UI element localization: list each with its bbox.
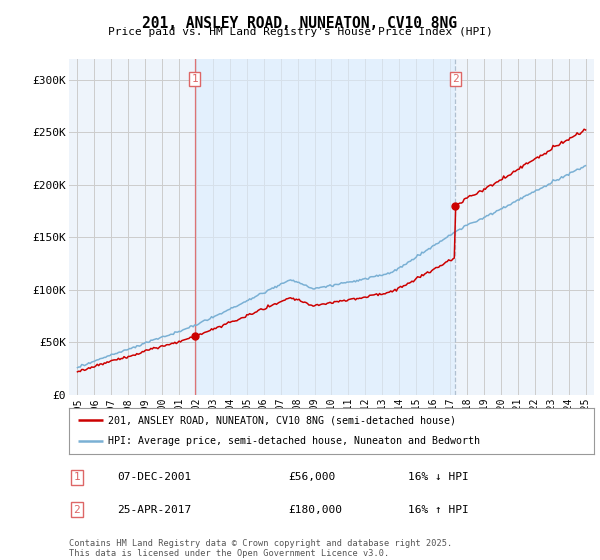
- Text: £56,000: £56,000: [288, 472, 335, 482]
- Bar: [194, 59, 455, 395]
- Text: Contains HM Land Registry data © Crown copyright and database right 2025.
This d: Contains HM Land Registry data © Crown c…: [69, 539, 452, 558]
- Text: 16% ↓ HPI: 16% ↓ HPI: [408, 472, 469, 482]
- Text: 07-DEC-2001: 07-DEC-2001: [117, 472, 191, 482]
- Text: 201, ANSLEY ROAD, NUNEATON, CV10 8NG: 201, ANSLEY ROAD, NUNEATON, CV10 8NG: [143, 16, 458, 31]
- Text: 2: 2: [452, 74, 459, 84]
- Text: Price paid vs. HM Land Registry's House Price Index (HPI): Price paid vs. HM Land Registry's House …: [107, 27, 493, 37]
- Text: 2: 2: [73, 505, 80, 515]
- Text: 16% ↑ HPI: 16% ↑ HPI: [408, 505, 469, 515]
- Text: 201, ANSLEY ROAD, NUNEATON, CV10 8NG (semi-detached house): 201, ANSLEY ROAD, NUNEATON, CV10 8NG (se…: [109, 415, 457, 425]
- Text: 25-APR-2017: 25-APR-2017: [117, 505, 191, 515]
- Text: 1: 1: [73, 472, 80, 482]
- Text: £180,000: £180,000: [288, 505, 342, 515]
- Text: 1: 1: [191, 74, 198, 84]
- Text: HPI: Average price, semi-detached house, Nuneaton and Bedworth: HPI: Average price, semi-detached house,…: [109, 436, 481, 446]
